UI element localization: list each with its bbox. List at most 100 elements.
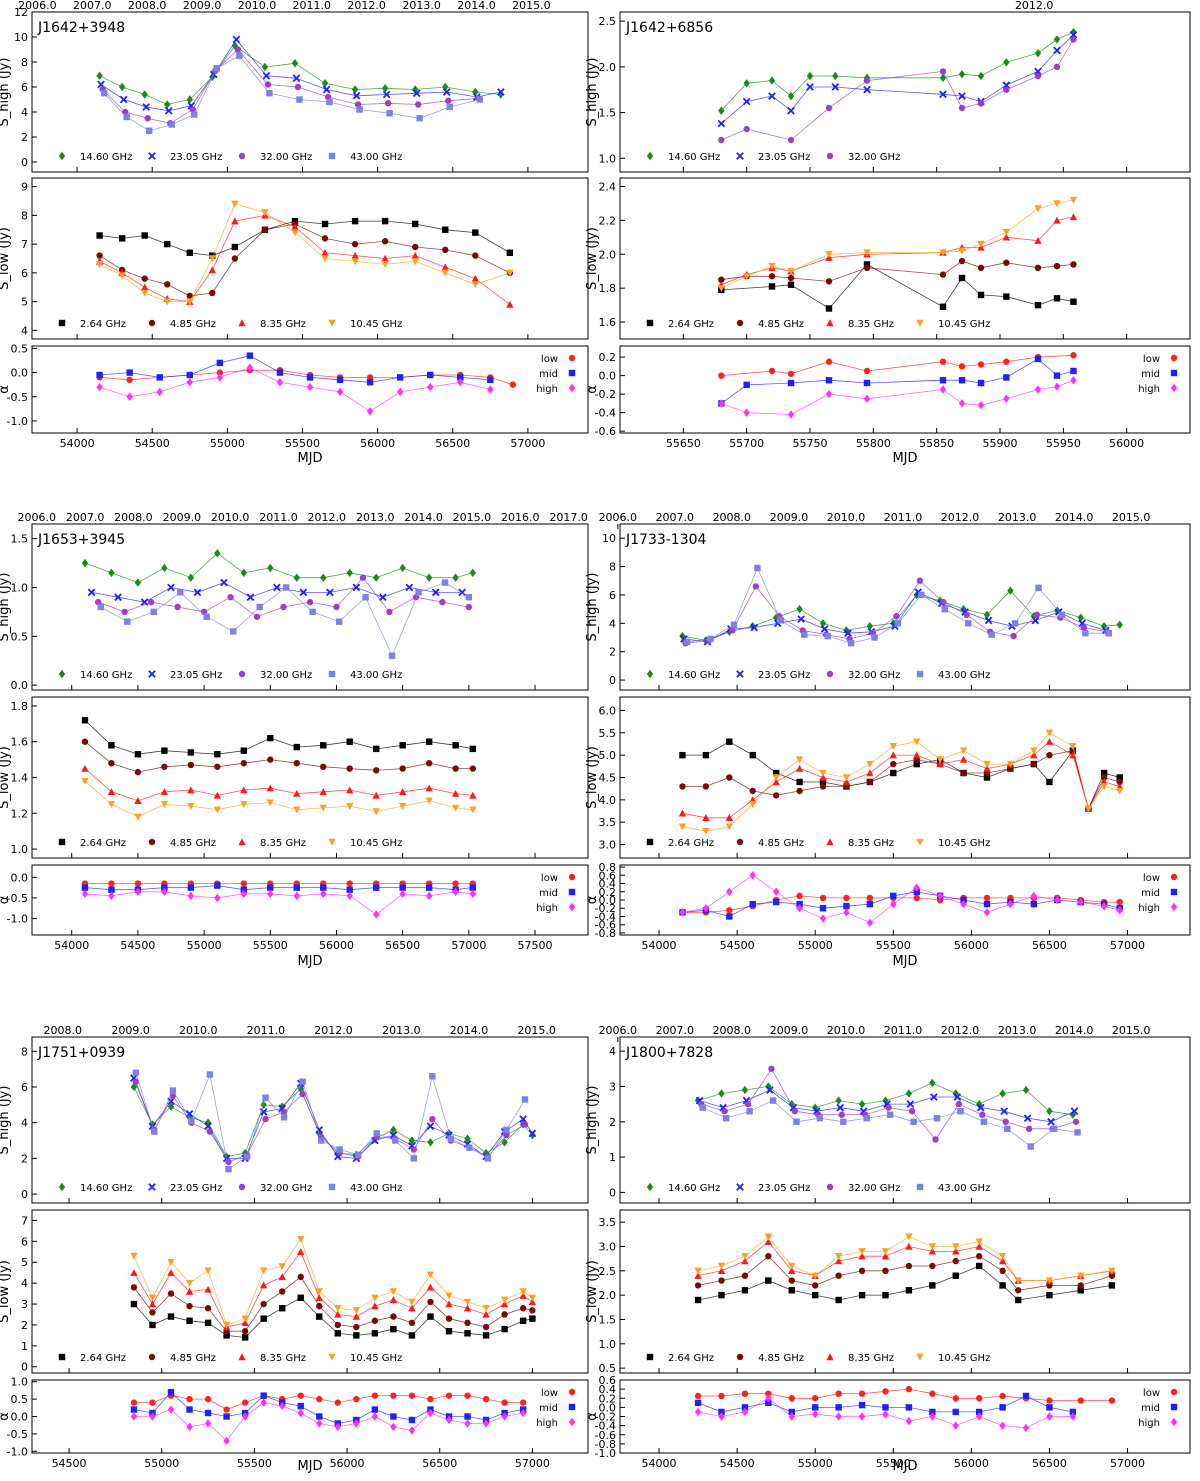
series-10-45-ghz — [678, 729, 1124, 835]
year-tick-label: 2011.0 — [884, 1024, 923, 1037]
data-point — [241, 1328, 249, 1335]
data-point — [958, 399, 966, 408]
data-point — [509, 381, 517, 388]
data-point — [718, 1291, 725, 1299]
data-point — [208, 255, 217, 263]
data-point — [108, 891, 115, 901]
data-point — [408, 1304, 416, 1312]
data-point — [382, 90, 391, 99]
data-point — [1033, 611, 1041, 619]
data-point — [958, 247, 966, 255]
series-line — [84, 768, 473, 802]
legend-label: low — [1143, 354, 1160, 365]
data-point — [186, 1406, 193, 1413]
data-point — [506, 300, 514, 308]
data-point — [501, 1399, 508, 1406]
series-line — [682, 895, 1120, 913]
data-point — [204, 1409, 212, 1417]
data-point — [1053, 63, 1061, 71]
year-tick-label: 2010.0 — [238, 0, 277, 12]
series-line — [99, 214, 511, 305]
data-point — [187, 749, 195, 756]
x-tick-label: 56000 — [360, 437, 395, 450]
data-point — [1069, 31, 1078, 39]
series-23-05-ghz — [97, 35, 505, 115]
year-tick-label: 2012.0 — [941, 511, 980, 524]
data-point — [812, 1282, 819, 1289]
x-tick-label: 56000 — [1109, 437, 1144, 450]
data-point — [482, 1323, 490, 1331]
data-point — [788, 1412, 795, 1421]
data-point — [471, 281, 479, 289]
data-point — [939, 271, 947, 278]
data-point — [952, 1247, 960, 1255]
data-point — [371, 1412, 379, 1421]
data-point — [881, 1248, 890, 1256]
legend: low mid high — [1138, 873, 1178, 914]
data-point — [742, 97, 751, 106]
data-point — [87, 588, 96, 597]
data-point — [187, 891, 195, 901]
data-point — [371, 1317, 379, 1324]
data-point — [679, 631, 686, 641]
data-point — [408, 1298, 416, 1306]
y-tick-label: -0.4 — [595, 1420, 616, 1433]
legend-marker — [58, 151, 66, 161]
data-point — [811, 1272, 819, 1280]
data-point — [717, 119, 726, 128]
data-point — [464, 1419, 471, 1428]
legend-marker — [646, 1182, 654, 1192]
data-point — [294, 83, 302, 91]
data-point — [204, 1305, 212, 1312]
y-axis-label: S_high (Jy) — [585, 573, 600, 642]
y-tick-label: 5 — [21, 1256, 28, 1269]
data-point — [372, 745, 380, 753]
x-tick-label: 55500 — [285, 437, 320, 450]
y-tick-label: 4.5 — [599, 772, 617, 785]
legend-label: 8.35 GHz — [848, 838, 894, 849]
data-point — [144, 115, 151, 122]
data-point — [227, 594, 234, 601]
data-point — [929, 1282, 936, 1289]
data-point — [913, 883, 920, 892]
data-point — [858, 1291, 866, 1299]
data-point — [187, 884, 195, 891]
y-tick-label: 2 — [21, 131, 28, 144]
data-point — [999, 1089, 1006, 1098]
plot-frame — [31, 864, 589, 936]
data-point — [1077, 1287, 1084, 1294]
legend: 2.64 GHz 4.85 GHz 8.35 GHz 10.45 GHz — [58, 1353, 402, 1364]
x-tick-label: 55500 — [237, 1457, 272, 1470]
year-tick-label: 2014.0 — [1055, 1024, 1094, 1037]
year-tick-label: 2011.0 — [884, 511, 923, 524]
data-point — [1047, 1117, 1055, 1126]
data-point — [825, 377, 833, 384]
data-point — [280, 1114, 288, 1121]
data-point — [835, 1412, 842, 1421]
data-point — [1003, 58, 1010, 67]
data-point — [441, 269, 449, 277]
data-point — [223, 1332, 230, 1339]
data-point — [718, 276, 725, 283]
x-tick-label: 55700 — [729, 437, 764, 450]
legend-label: 10.45 GHz — [350, 1353, 402, 1364]
data-point — [882, 1404, 889, 1411]
x-tick-label: 57000 — [451, 939, 486, 952]
data-point — [186, 1395, 193, 1403]
data-point — [819, 619, 827, 628]
legend-label: high — [1138, 903, 1160, 914]
legend-marker — [328, 670, 336, 678]
data-point — [1046, 1397, 1053, 1404]
data-point — [427, 1395, 434, 1403]
data-point — [975, 1262, 983, 1270]
legend-marker — [916, 670, 924, 678]
data-point — [958, 92, 966, 100]
data-point — [977, 100, 985, 107]
data-point — [1002, 233, 1011, 241]
legend-label: 23.05 GHz — [170, 152, 222, 163]
data-point — [386, 110, 393, 117]
plot-frame — [619, 177, 1191, 340]
series-line — [698, 1388, 1112, 1401]
data-point — [240, 786, 248, 794]
data-point — [890, 769, 897, 777]
